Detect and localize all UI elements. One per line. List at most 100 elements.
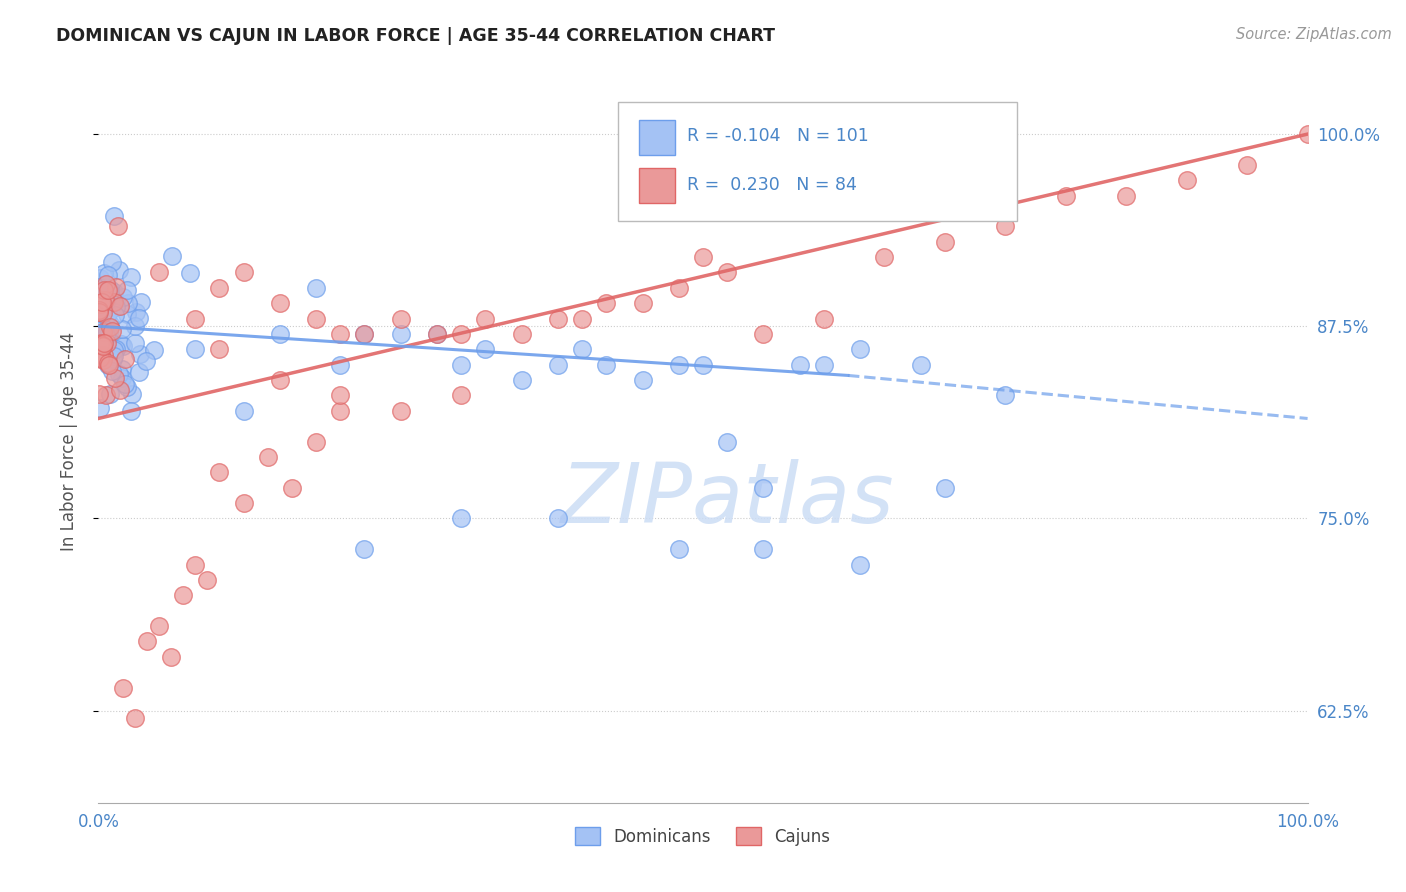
Point (571, 311, 593, 326)
Point (849, 558, 872, 572)
Point (91, 337, 114, 351)
Point (450, 511, 472, 525)
Point (849, 343, 872, 357)
Point (184, 343, 207, 357)
Point (103, 343, 125, 357)
Y-axis label: In Labor Force | Age 35-44: In Labor Force | Age 35-44 (59, 332, 77, 551)
Point (305, 281, 328, 295)
Point (128, 310, 150, 325)
Point (101, 254, 124, 268)
Point (93, 341, 115, 355)
Point (111, 338, 134, 352)
Text: ZIPatlas: ZIPatlas (561, 458, 894, 540)
Point (281, 481, 304, 495)
Point (631, 373, 654, 387)
Text: DOMINICAN VS CAJUN IN LABOR FORCE | AGE 35-44 CORRELATION CHART: DOMINICAN VS CAJUN IN LABOR FORCE | AGE … (56, 27, 775, 45)
Point (752, 542, 775, 557)
Point (752, 481, 775, 495)
Point (90, 336, 112, 351)
Point (208, 281, 231, 295)
Point (1115, 188, 1137, 202)
Point (103, 308, 125, 322)
Point (97, 307, 120, 321)
Point (96, 325, 118, 339)
Point (105, 280, 128, 294)
Point (117, 380, 139, 394)
Point (97, 358, 120, 372)
Point (93, 336, 115, 351)
Point (813, 311, 835, 326)
Point (96, 339, 118, 353)
Point (269, 373, 291, 387)
Point (114, 376, 136, 391)
Point (329, 388, 352, 402)
Point (98, 358, 121, 372)
Point (426, 326, 449, 341)
Point (91, 339, 114, 353)
Point (98, 282, 121, 296)
Point (752, 326, 775, 341)
Point (89, 305, 111, 319)
Point (110, 299, 132, 313)
Point (104, 343, 127, 357)
Point (89, 344, 111, 359)
Point (571, 343, 593, 357)
Point (450, 326, 472, 341)
Point (117, 284, 139, 298)
Point (934, 235, 956, 249)
Point (873, 250, 896, 264)
Point (103, 295, 125, 310)
Point (108, 368, 131, 382)
Point (111, 371, 134, 385)
Point (87, 283, 110, 297)
Point (269, 326, 291, 341)
Point (98, 319, 121, 334)
Point (103, 285, 125, 299)
Point (1296, 127, 1319, 141)
Point (89, 401, 111, 415)
Point (668, 281, 690, 295)
Point (389, 326, 412, 341)
Point (474, 343, 496, 357)
Point (124, 711, 146, 725)
Point (96, 356, 118, 370)
Point (89, 271, 111, 285)
Point (129, 294, 152, 309)
Point (93, 301, 115, 315)
Point (117, 296, 139, 310)
Point (111, 322, 134, 336)
Point (93, 306, 115, 320)
Point (89, 387, 111, 401)
Point (105, 301, 128, 315)
Point (256, 450, 278, 464)
Point (716, 265, 738, 279)
Point (93, 335, 115, 350)
Point (208, 343, 231, 357)
Point (90, 320, 112, 334)
Point (232, 404, 254, 418)
Point (128, 365, 150, 379)
Point (114, 352, 136, 367)
Point (120, 270, 142, 285)
Point (89, 336, 111, 351)
Point (128, 347, 150, 361)
Point (692, 250, 714, 264)
Point (389, 311, 412, 326)
Point (89, 296, 111, 310)
Point (89, 351, 111, 365)
Point (115, 307, 138, 321)
Point (179, 266, 201, 280)
Point (101, 364, 124, 378)
Point (789, 358, 811, 372)
Point (97, 268, 120, 282)
Point (1236, 158, 1258, 172)
Point (547, 511, 569, 525)
Point (1175, 173, 1198, 187)
Point (91, 326, 114, 340)
Point (510, 326, 533, 341)
Bar (638, 169, 675, 203)
Point (91, 353, 114, 368)
Point (450, 358, 472, 372)
Point (104, 370, 127, 384)
Point (97, 323, 120, 337)
